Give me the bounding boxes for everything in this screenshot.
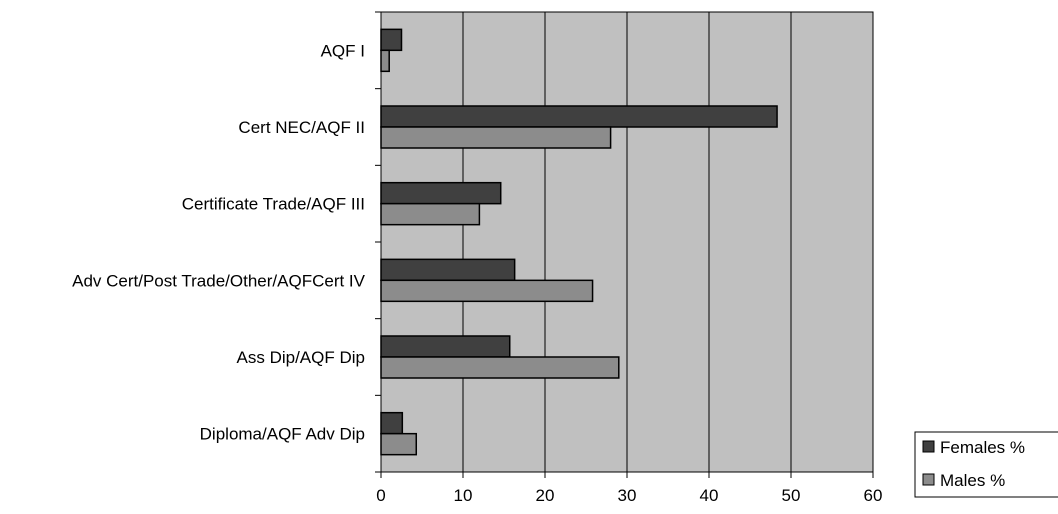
- bar-females-2: [380, 181, 502, 205]
- category-label: Ass Dip/AQF Dip: [237, 348, 365, 367]
- legend-box: [914, 431, 1058, 498]
- x-tick-label-30: 30: [618, 486, 637, 505]
- bar-females-5: [380, 411, 404, 435]
- legend-swatch-females: [922, 440, 935, 453]
- bar-females-1: [380, 105, 778, 128]
- bar-males-5: [380, 432, 418, 456]
- bar-males-0: [380, 49, 390, 73]
- gridlines: [462, 12, 792, 472]
- x-tick-label-40: 40: [700, 486, 719, 505]
- category-label: Diploma/AQF Adv Dip: [200, 425, 365, 444]
- category-labels: AQF I Cert NEC/AQF II Certificate Trade/AQ…: [72, 41, 366, 443]
- bar-females-0: [380, 28, 403, 52]
- bar-females-4: [380, 335, 511, 358]
- x-tick-label-50: 50: [782, 486, 801, 505]
- legend-label-males: Males %: [940, 471, 1005, 490]
- category-label: Adv Cert/Post Trade/Other/AQFCert IV: [72, 271, 366, 290]
- bar-males-2: [380, 202, 481, 226]
- legend: Females % Males %: [914, 431, 1058, 498]
- x-tick-label-0: 0: [376, 486, 385, 505]
- category-label: AQF I: [321, 41, 365, 60]
- y-axis-ticks: [375, 11, 381, 473]
- bar-females-3: [380, 258, 516, 282]
- bar-males-1: [380, 126, 612, 149]
- legend-label-females: Females %: [940, 438, 1025, 457]
- x-tick-label-60: 60: [864, 486, 883, 505]
- bar-males-4: [380, 356, 620, 379]
- x-tick-label-20: 20: [536, 486, 555, 505]
- x-tick-labels: 0 10 20 30 40 50 60: [376, 486, 882, 505]
- category-label: Cert NEC/AQF II: [238, 118, 365, 137]
- bars: [380, 28, 778, 456]
- bar-males-3: [380, 279, 594, 303]
- legend-swatch-males: [922, 473, 935, 486]
- category-label: Certificate Trade/AQF III: [182, 195, 365, 214]
- x-axis-ticks: [380, 472, 874, 478]
- x-tick-label-10: 10: [454, 486, 473, 505]
